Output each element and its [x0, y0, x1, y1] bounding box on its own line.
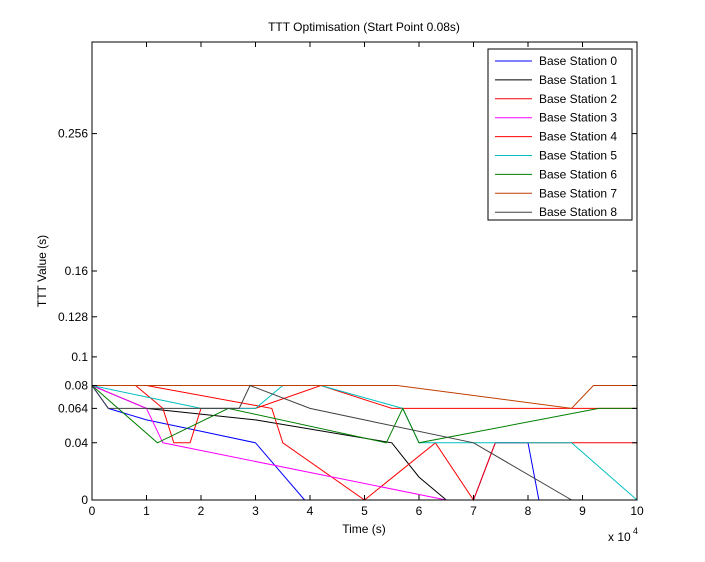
series-line-base-station-3 — [91, 385, 447, 501]
x-tick-label: 7 — [470, 504, 477, 518]
legend-label-base-station-5: Base Station 5 — [539, 149, 617, 163]
legend: Base Station 0 Base Station 1 Base Station… — [487, 48, 633, 221]
y-tick-label: 0.08 — [65, 379, 89, 393]
y-tick-label: 0.064 — [58, 401, 88, 415]
y-tick-label: 0.04 — [65, 436, 89, 450]
series-line-base-station-8 — [91, 384, 572, 501]
series-line-base-station-7 — [92, 385, 637, 409]
legend-label-base-station-2: Base Station 2 — [539, 92, 617, 106]
x-exponent: x 10 4 — [608, 526, 638, 544]
legend-label-base-station-1: Base Station 1 — [539, 73, 617, 87]
x-tick-label: 8 — [525, 504, 532, 518]
x-exponent-base: x 10 — [608, 530, 631, 544]
x-tick-label: 1 — [143, 504, 150, 518]
y-axis: 0 0.04 0.064 0.08 0.1 0.128 0.16 0.256 — [58, 127, 637, 507]
x-tick-label: 5 — [361, 504, 368, 518]
legend-label-base-station-8: Base Station 8 — [539, 205, 617, 219]
x-tick-label: 3 — [252, 504, 259, 518]
y-tick-label: 0.128 — [58, 310, 88, 324]
y-tick-label: 0 — [81, 493, 88, 507]
y-tick-label: 0.256 — [58, 127, 88, 141]
chart-title: TTT Optimisation (Start Point 0.08s) — [268, 20, 460, 34]
legend-label-base-station-3: Base Station 3 — [539, 111, 617, 125]
x-tick-label: 6 — [416, 504, 423, 518]
y-tick-label: 0.1 — [71, 350, 88, 364]
y-axis-label: TTT Value (s) — [35, 235, 49, 307]
x-tick-label: 0 — [89, 504, 96, 518]
x-axis: 0 1 2 3 4 5 6 7 8 9 10 — [89, 42, 644, 518]
y-tick-label: 0.16 — [65, 264, 89, 278]
legend-label-base-station-0: Base Station 0 — [539, 54, 617, 68]
legend-label-base-station-6: Base Station 6 — [539, 167, 617, 181]
x-tick-label: 9 — [579, 504, 586, 518]
x-exponent-power: 4 — [633, 526, 638, 536]
series-line-base-station-4 — [92, 384, 637, 444]
legend-label-base-station-7: Base Station 7 — [539, 186, 617, 200]
x-axis-label: Time (s) — [342, 522, 386, 536]
x-tick-label: 10 — [630, 504, 644, 518]
legend-label-base-station-4: Base Station 4 — [539, 130, 617, 144]
series-line-base-station-6 — [91, 385, 637, 444]
legend-box — [487, 48, 633, 221]
x-tick-label: 2 — [198, 504, 205, 518]
x-tick-label: 4 — [307, 504, 314, 518]
